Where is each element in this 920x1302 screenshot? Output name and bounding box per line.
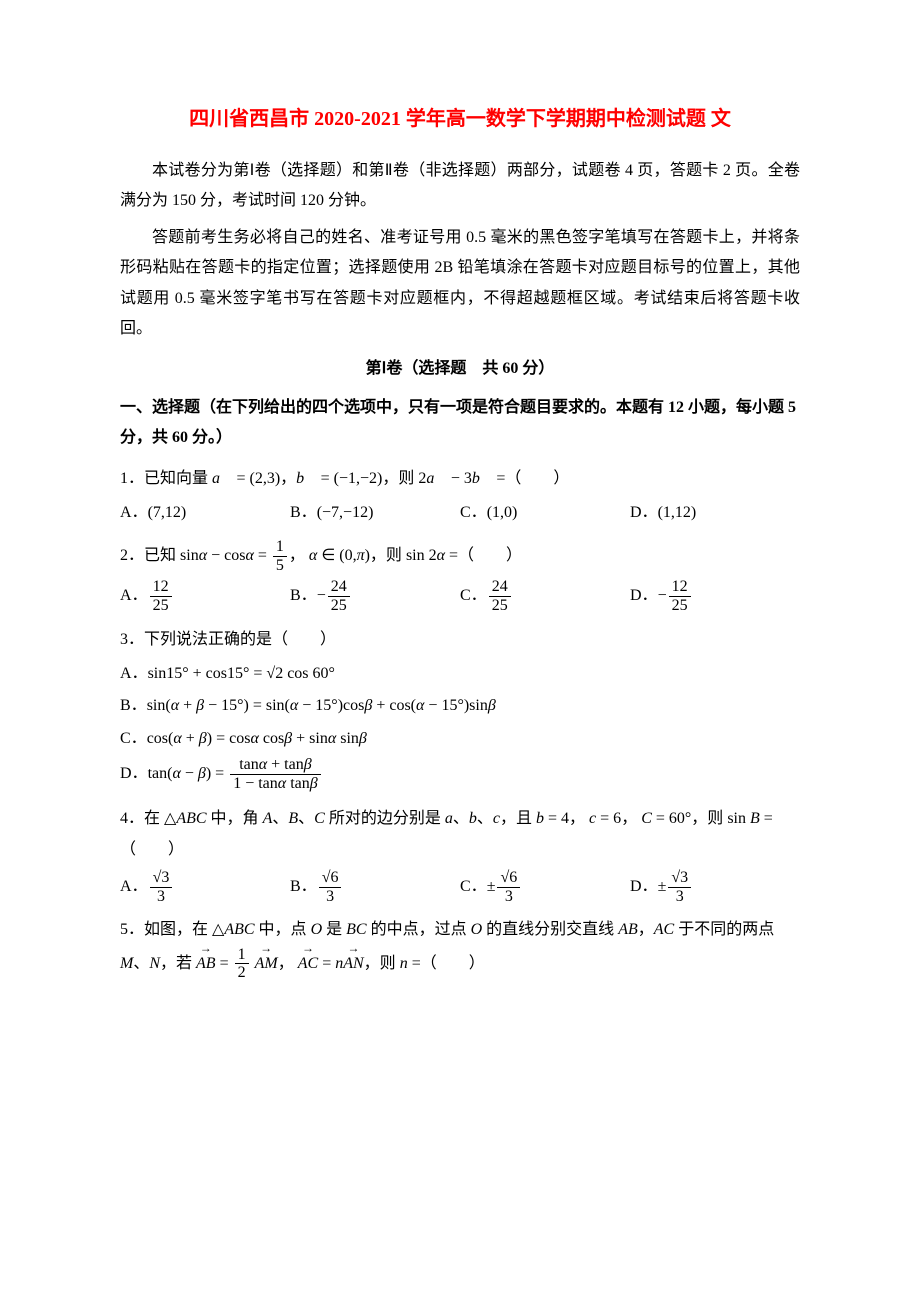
q3-option-d: D．tan(α − β) = tanα + tanβ1 − tanα tanβ — [120, 756, 800, 792]
q4-option-a: A．√33 — [120, 869, 290, 905]
q2-option-d: D．−1225 — [630, 578, 800, 614]
question-4-stem: 4．在 △ABC 中，角 A、B、C 所对的边分别是 a、b、c，且 b = 4… — [120, 804, 800, 865]
q4-option-d: D．±√33 — [630, 869, 800, 905]
part1-header: 第Ⅰ卷（选择题 共 60 分） — [120, 354, 800, 384]
q2-text: 2．已知 sinα − cosα = 15， α ∈ (0,π)，则 sin 2… — [120, 547, 522, 564]
q3-option-a: A．sin15° + cos15° = √2 cos 60° — [120, 659, 800, 689]
q1-text: 1．已知向量 a⃗ = (2,3)，b⃗ = (−1,−2)，则 2a⃗ − 3… — [120, 470, 569, 487]
q2-option-b: B．−2425 — [290, 578, 460, 614]
q4-option-b: B．√63 — [290, 869, 460, 905]
q4-text: 4．在 △ABC 中，角 A、B、C 所对的边分别是 a、b、c，且 b = 4… — [120, 810, 773, 857]
q3-option-c: C．cos(α + β) = cosα cosβ + sinα sinβ — [120, 724, 800, 754]
question-1-stem: 1．已知向量 a⃗ = (2,3)，b⃗ = (−1,−2)，则 2a⃗ − 3… — [120, 464, 800, 494]
question-4-options: A．√33 B．√63 C．±√63 D．±√33 — [120, 869, 800, 905]
q1-option-a: A．(7,12) — [120, 498, 290, 528]
question-1-options: A．(7,12) B．(−7,−12) C．(1,0) D．(1,12) — [120, 498, 800, 528]
q1-option-c: C．(1,0) — [460, 498, 630, 528]
question-2-options: A．1225 B．−2425 C．2425 D．−1225 — [120, 578, 800, 614]
q1-option-b: B．(−7,−12) — [290, 498, 460, 528]
section1-title: 一、选择题（在下列给出的四个选项中，只有一项是符合题目要求的。本题有 12 小题… — [120, 393, 800, 454]
question-3-options: A．sin15° + cos15° = √2 cos 60° B．sin(α +… — [120, 659, 800, 794]
question-2-stem: 2．已知 sinα − cosα = 15， α ∈ (0,π)，则 sin 2… — [120, 538, 800, 574]
question-3-stem: 3．下列说法正确的是（ ） — [120, 625, 800, 655]
question-5-stem: 5．如图，在 △ABC 中，点 O 是 BC 的中点，过点 O 的直线分别交直线… — [120, 915, 800, 982]
q2-option-a: A．1225 — [120, 578, 290, 614]
q2-option-c: C．2425 — [460, 578, 630, 614]
q5-text: 5．如图，在 △ABC 中，点 O 是 BC 的中点，过点 O 的直线分别交直线… — [120, 921, 774, 971]
q4-option-c: C．±√63 — [460, 869, 630, 905]
intro-paragraph-2: 答题前考生务必将自己的姓名、准考证号用 0.5 毫米的黑色签字笔填写在答题卡上，… — [120, 223, 800, 345]
intro-paragraph-1: 本试卷分为第Ⅰ卷（选择题）和第Ⅱ卷（非选择题）两部分，试题卷 4 页，答题卡 2… — [120, 156, 800, 217]
q1-option-d: D．(1,12) — [630, 498, 800, 528]
q3-option-b: B．sin(α + β − 15°) = sin(α − 15°)cosβ + … — [120, 691, 800, 721]
exam-title: 四川省西昌市 2020-2021 学年高一数学下学期期中检测试题 文 — [120, 100, 800, 138]
